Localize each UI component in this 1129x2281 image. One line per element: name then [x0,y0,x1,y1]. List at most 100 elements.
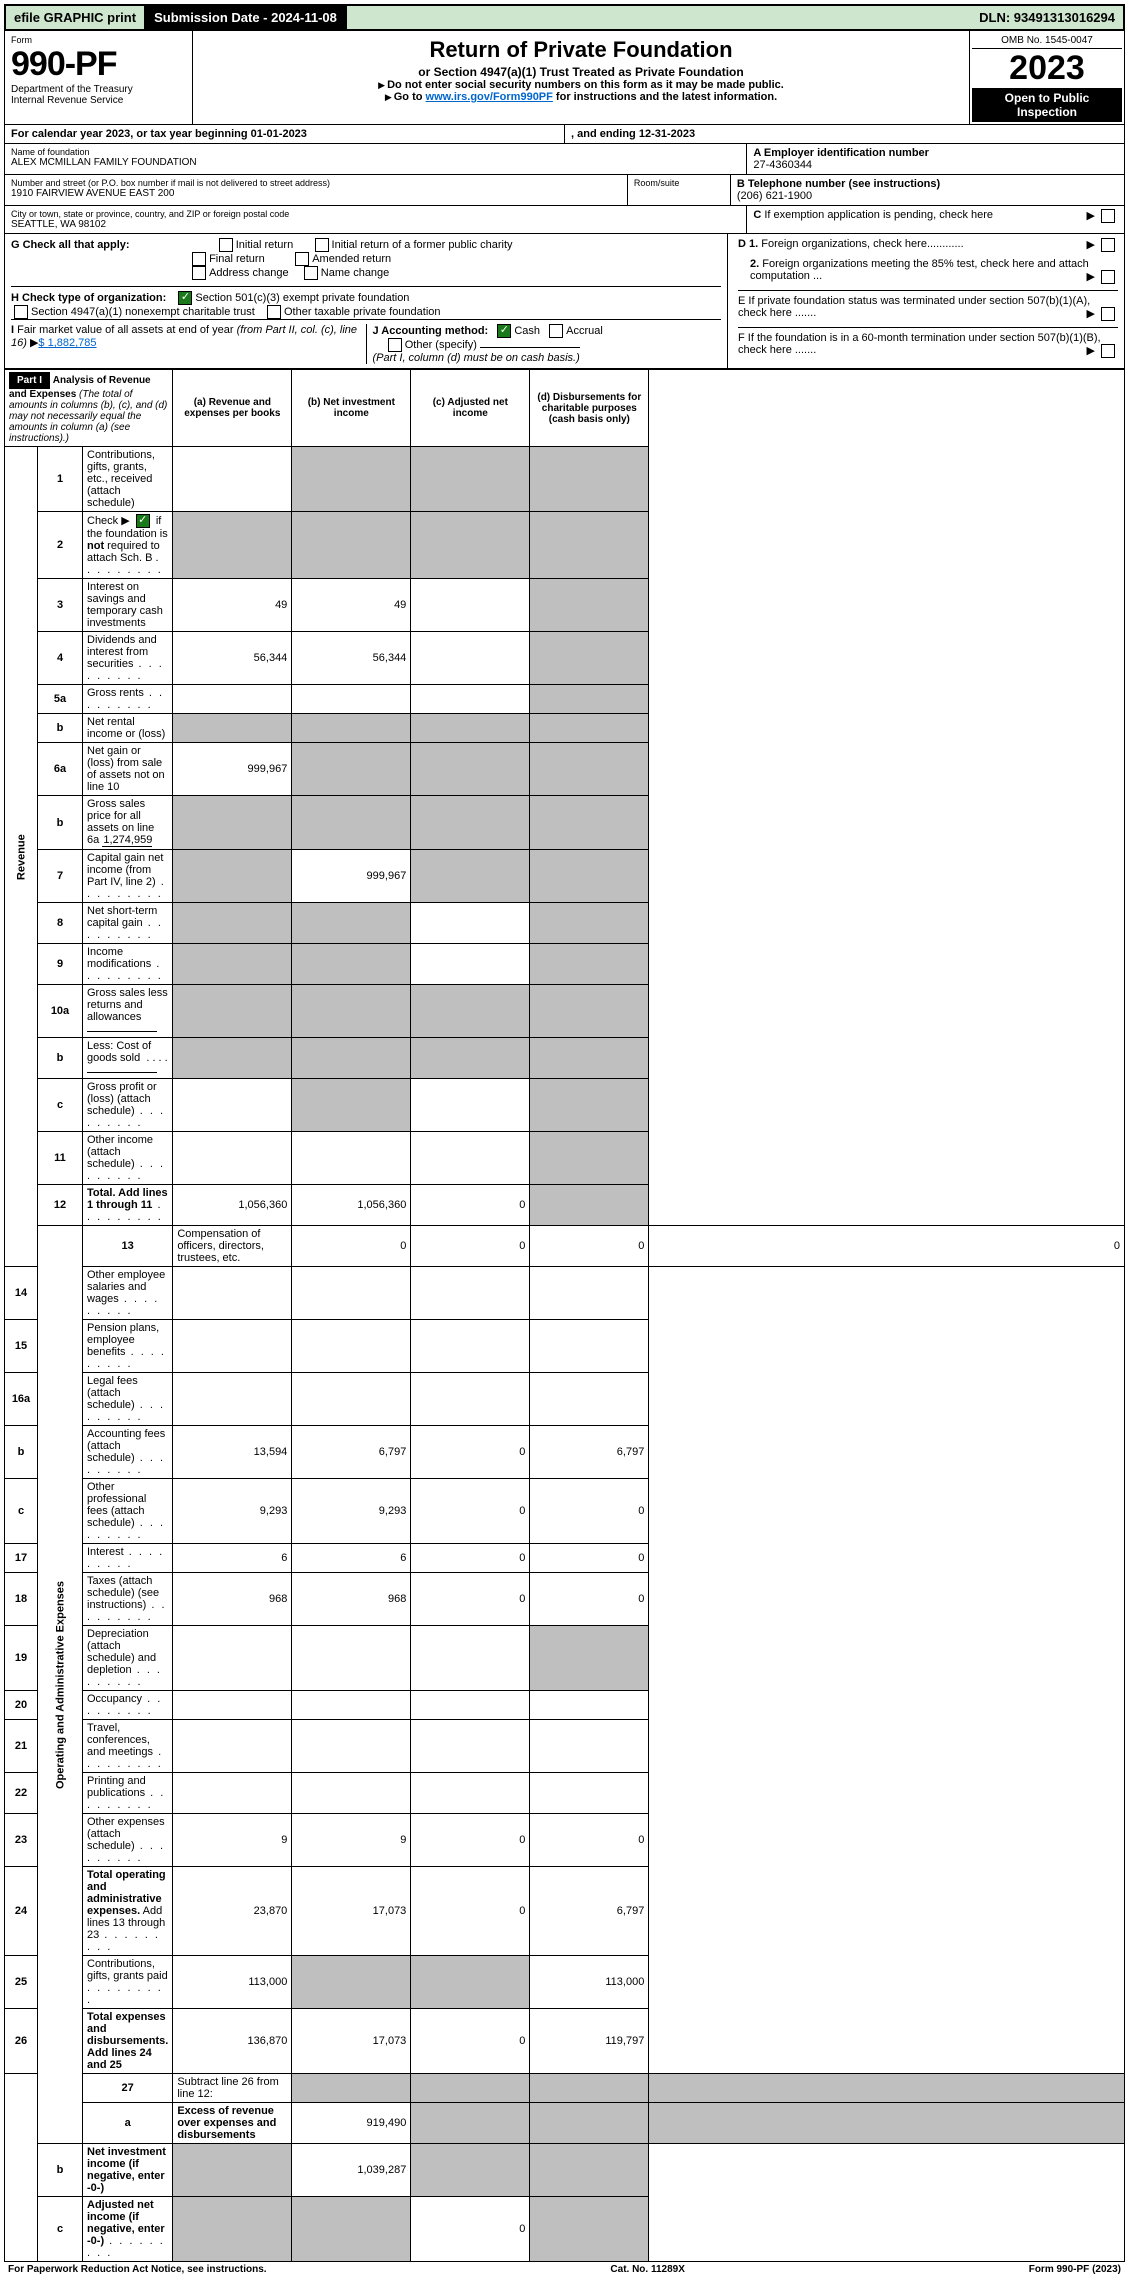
page-footer: For Paperwork Reduction Act Notice, see … [4,2262,1125,2277]
checkbox-c[interactable] [1101,209,1115,223]
addr-label: Number and street (or P.O. box number if… [11,178,621,188]
l13: Compensation of officers, directors, tru… [173,1226,292,1267]
chk-501c3[interactable]: ✓ [178,291,192,305]
v6b: 1,274,959 [102,834,152,847]
v17c: 0 [411,1544,530,1573]
l22: Printing and publications [87,1775,146,1799]
v26a: 136,870 [173,2009,292,2074]
v24a: 23,870 [173,1867,292,1956]
omb-number: OMB No. 1545-0047 [972,33,1122,49]
telephone: (206) 621-1900 [737,190,1118,202]
chk-other-acct[interactable] [388,338,402,352]
v18b: 968 [292,1573,411,1626]
v16bb: 6,797 [292,1426,411,1479]
l6a: Net gain or (loss) from sale of assets n… [83,743,173,796]
chk-initial-former[interactable] [315,238,329,252]
tel-label: B Telephone number (see instructions) [737,178,940,190]
chk-f[interactable] [1101,344,1115,358]
chk-e[interactable] [1101,307,1115,321]
v25a: 113,000 [173,1956,292,2009]
form-header: Form 990-PF Department of the Treasury I… [4,31,1125,125]
chk-amended[interactable] [295,252,309,266]
chk-addr[interactable] [192,266,206,280]
footer-left: For Paperwork Reduction Act Notice, see … [8,2264,267,2275]
address-tel-row: Number and street (or P.O. box number if… [4,175,1125,206]
irs: Internal Revenue Service [11,95,186,106]
v13b: 0 [411,1226,530,1267]
form-link[interactable]: www.irs.gov/Form990PF [426,91,553,103]
l10a: Gross sales less returns and allowances [87,987,168,1023]
submission-date: Submission Date - 2024-11-08 [146,6,347,29]
j3: Other (specify) [405,339,477,351]
v25d: 113,000 [530,1956,649,2009]
fmv-link[interactable]: $ 1,882,785 [38,337,96,349]
e-text: E If private foundation status was termi… [738,295,1090,319]
cal-begin: For calendar year 2023, or tax year begi… [11,128,307,140]
chk-schb[interactable]: ✓ [136,514,150,528]
l25: Contributions, gifts, grants paid [87,1958,168,1982]
v23b: 9 [292,1814,411,1867]
chk-accrual[interactable] [549,324,563,338]
chk-name[interactable] [304,266,318,280]
note2-prefix: Go to [394,91,426,103]
room-label: Room/suite [634,178,724,188]
v18d: 0 [530,1573,649,1626]
v27a: 919,490 [292,2103,411,2144]
ein-label: A Employer identification number [753,147,929,159]
v26b: 17,073 [292,2009,411,2074]
chk-final[interactable] [192,252,206,266]
efile-label: efile GRAPHIC print [6,6,146,29]
v4a: 56,344 [173,632,292,685]
chk-other-tax[interactable] [267,305,281,319]
address: 1910 FAIRVIEW AVENUE EAST 200 [11,188,621,199]
cal-end: , and ending 12-31-2023 [571,128,695,140]
top-bar: efile GRAPHIC print Submission Date - 20… [4,4,1125,31]
v16bd: 6,797 [530,1426,649,1479]
revenue-side: Revenue [5,447,38,1267]
calendar-year-row: For calendar year 2023, or tax year begi… [4,125,1125,144]
city-value: SEATTLE, WA 98102 [11,219,740,230]
name-ein-row: Name of foundation ALEX MCMILLAN FAMILY … [4,144,1125,175]
h1: Section 501(c)(3) exempt private foundat… [195,292,409,304]
l17: Interest [87,1546,124,1558]
v23d: 0 [530,1814,649,1867]
g2: Final return [209,253,265,265]
v27b: 1,039,287 [292,2144,411,2197]
v23a: 9 [173,1814,292,1867]
v26c: 0 [411,2009,530,2074]
l5a: Gross rents [87,687,144,699]
l27a: Excess of revenue over expenses and disb… [177,2105,276,2141]
v27c: 0 [411,2197,530,2262]
l20: Occupancy [87,1693,142,1705]
city-label: City or town, state or province, country… [11,209,740,219]
v12b: 1,056,360 [292,1185,411,1226]
l1: Contributions, gifts, grants, etc., rece… [83,447,173,512]
l27b: Net investment income (if negative, ente… [87,2146,166,2194]
chk-cash[interactable]: ✓ [497,324,511,338]
col-b: (b) Net investment income [292,370,411,447]
l16a: Legal fees (attach schedule) [87,1375,138,1411]
chk-4947[interactable] [14,305,28,319]
v18a: 968 [173,1573,292,1626]
col-c: (c) Adjusted net income [411,370,530,447]
chk-d1[interactable] [1101,238,1115,252]
v16ba: 13,594 [173,1426,292,1479]
tax-year: 2023 [972,49,1122,88]
chk-d2[interactable] [1101,270,1115,284]
chk-initial[interactable] [219,238,233,252]
h2: Section 4947(a)(1) nonexempt charitable … [31,306,255,318]
v16bc: 0 [411,1426,530,1479]
v7b: 999,967 [292,850,411,903]
v17b: 6 [292,1544,411,1573]
l26: Total expenses and disbursements. Add li… [87,2011,168,2071]
dept: Department of the Treasury [11,84,186,95]
form-title: Return of Private Foundation [199,37,963,63]
l21: Travel, conferences, and meetings [87,1722,153,1758]
v24d: 6,797 [530,1867,649,1956]
v26d: 119,797 [530,2009,649,2074]
l9: Income modifications [87,946,151,970]
h3: Other taxable private foundation [284,306,441,318]
inspect-2: Inspection [1017,105,1077,119]
v16cc: 0 [411,1479,530,1544]
v17d: 0 [530,1544,649,1573]
